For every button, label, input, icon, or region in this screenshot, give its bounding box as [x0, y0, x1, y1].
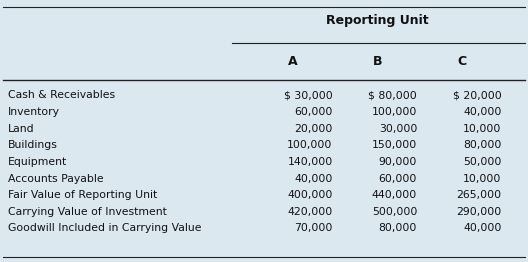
Text: Goodwill Included in Carrying Value: Goodwill Included in Carrying Value	[8, 223, 201, 233]
Text: Inventory: Inventory	[8, 107, 60, 117]
Text: Land: Land	[8, 124, 34, 134]
Text: 60,000: 60,000	[379, 173, 417, 184]
Text: 500,000: 500,000	[372, 207, 417, 217]
Text: 10,000: 10,000	[463, 124, 502, 134]
Text: 420,000: 420,000	[287, 207, 333, 217]
Text: 290,000: 290,000	[456, 207, 502, 217]
Text: 265,000: 265,000	[457, 190, 502, 200]
Text: 80,000: 80,000	[463, 140, 502, 150]
Text: 100,000: 100,000	[372, 107, 417, 117]
Text: B: B	[373, 55, 382, 68]
Text: 10,000: 10,000	[463, 173, 502, 184]
Text: 40,000: 40,000	[294, 173, 333, 184]
Text: 400,000: 400,000	[287, 190, 333, 200]
Text: 40,000: 40,000	[463, 223, 502, 233]
Text: 440,000: 440,000	[372, 190, 417, 200]
Text: 80,000: 80,000	[379, 223, 417, 233]
Text: 30,000: 30,000	[379, 124, 417, 134]
Text: A: A	[288, 55, 298, 68]
Text: C: C	[457, 55, 467, 68]
Text: Carrying Value of Investment: Carrying Value of Investment	[8, 207, 167, 217]
Text: Reporting Unit: Reporting Unit	[326, 14, 429, 28]
Text: Cash & Receivables: Cash & Receivables	[8, 90, 115, 100]
Text: 70,000: 70,000	[294, 223, 333, 233]
Text: Buildings: Buildings	[8, 140, 58, 150]
Text: 20,000: 20,000	[294, 124, 333, 134]
Text: 50,000: 50,000	[463, 157, 502, 167]
Text: $ 80,000: $ 80,000	[369, 90, 417, 100]
Text: Equipment: Equipment	[8, 157, 67, 167]
Text: $ 30,000: $ 30,000	[284, 90, 333, 100]
Text: 90,000: 90,000	[379, 157, 417, 167]
Text: Fair Value of Reporting Unit: Fair Value of Reporting Unit	[8, 190, 157, 200]
Text: $ 20,000: $ 20,000	[453, 90, 502, 100]
Text: 60,000: 60,000	[294, 107, 333, 117]
Text: 140,000: 140,000	[287, 157, 333, 167]
Text: Accounts Payable: Accounts Payable	[8, 173, 103, 184]
Text: 40,000: 40,000	[463, 107, 502, 117]
Text: 100,000: 100,000	[287, 140, 333, 150]
Text: 150,000: 150,000	[372, 140, 417, 150]
